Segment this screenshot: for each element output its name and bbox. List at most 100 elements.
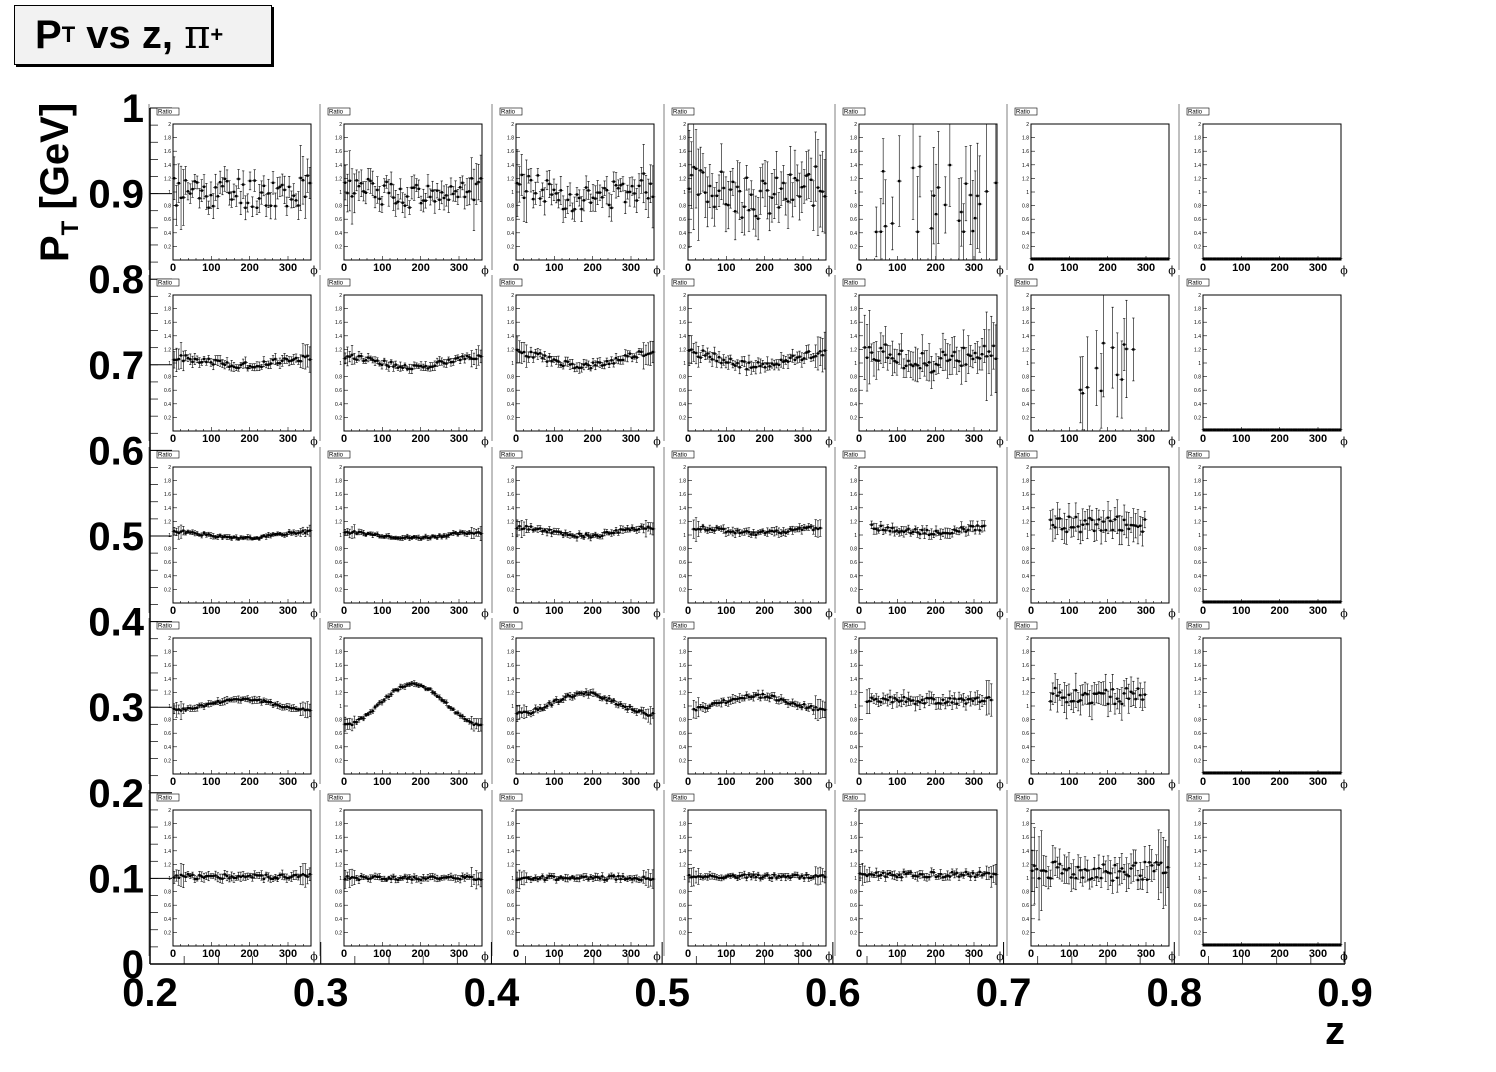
data-point [172,177,176,180]
subpanel-y-tick-label: 1.8 [164,307,171,313]
data-point [580,366,583,369]
data-point [343,181,347,184]
data-point [253,366,256,369]
data-point [538,352,542,355]
data-point [429,536,432,540]
data-point [724,203,728,206]
subpanel-y-tick-label: 1.6 [335,149,342,155]
data-point [624,200,627,204]
data-point [223,535,226,538]
data-point [775,362,778,365]
data-point [621,182,625,186]
subpanel-y-tick-label: 1.4 [850,334,857,340]
subpanel-frame [687,123,827,261]
data-point [939,357,942,360]
subpanel-y-tick-label: 1.4 [1022,163,1029,169]
data-point [591,196,595,200]
data-point [269,204,272,207]
subpanel-y-tick-label: 0.2 [507,415,514,421]
subpanel-y-tick-label: 0.8 [335,204,342,210]
data-point [285,358,289,361]
data-point [601,364,604,367]
data-point [205,533,208,537]
data-point [786,200,790,203]
data-point [807,172,810,176]
data-point [292,194,295,197]
data-point [458,358,462,362]
subpanel-x-axis-label: ϕ [1340,435,1348,448]
subpanel-y-tick-label: 2 [1198,293,1201,299]
data-point [468,531,471,534]
subpanel-x-tick-label: 0 [856,262,862,274]
data-point [633,192,636,195]
data-point [449,532,453,536]
subpanel-y-tick-label: 0.6 [850,217,857,223]
data-point [761,362,764,366]
data-point [515,181,519,185]
data-point [454,357,457,360]
data-point [911,364,915,368]
data-point [267,363,270,367]
subpanel-y-tick-label: 1.2 [335,347,342,353]
data-point [214,358,217,362]
data-point [362,531,365,535]
data-point [301,354,305,358]
subpanel-x-tick-label: 300 [279,605,297,617]
subpanel-y-tick-label: 0.8 [164,547,171,553]
data-point [438,359,441,363]
data-point [378,362,381,366]
data-point [532,356,535,359]
data-point [763,182,767,185]
data-point [607,362,611,366]
data-point [274,357,277,361]
subpanel-title-box [842,107,866,116]
data-point [461,181,464,185]
data-point [294,199,298,202]
subpanel-y-tick-label: 1.4 [679,163,686,169]
data-point [694,351,698,355]
subpanel-title: Ratio [844,110,859,116]
subpanel-y-tick-label: 0.8 [1022,204,1029,210]
data-point [868,345,871,349]
outer-x-tick-label: 0.6 [805,971,861,1015]
subpanel-y-tick-label: 1.6 [1194,149,1201,155]
data-point [637,184,641,188]
outer-y-tick-label: 0.4 [88,601,144,645]
data-point [564,207,567,210]
data-point [304,355,307,359]
data-point [930,227,933,230]
subpanel-x-tick-label: 200 [926,262,944,274]
data-point [278,185,282,188]
subpanel-y-tick-label: 1.8 [335,307,342,313]
data-point [235,536,238,539]
subpanel-y-tick-label: 0.8 [679,375,686,381]
data-point [692,351,695,354]
subpanel: Ratio 0.2 0.4 0.6 0.8 1 1.2 1.4 1.6 1.8 2 0 100 200 30… [491,104,661,277]
data-point [750,193,753,196]
data-point [389,360,393,364]
data-point [763,366,767,369]
data-point [454,531,457,535]
subpanel-y-tick-label: 1.2 [679,176,686,182]
subpanel: Ratio 0.2 0.4 0.6 0.8 1 1.2 1.4 1.6 1.8 2 0 100 200 30… [834,104,1004,277]
subpanel-x-tick-label: 0 [1028,262,1034,274]
data-point [946,359,949,363]
data-point [534,351,537,355]
data-point [598,535,602,538]
subpanel-y-tick-label: 0.2 [507,587,514,593]
data-point [973,351,977,355]
data-point [258,365,261,368]
subpanel-y-tick-label: 1.8 [507,479,514,485]
data-point [410,536,414,540]
data-point [589,367,592,370]
data-point [267,533,270,537]
data-point [694,167,698,170]
data-point [568,363,572,366]
subpanel: Ratio 0.2 0.4 0.6 0.8 1 1.2 1.4 1.6 1.8 2 0 100 200 30… [1006,275,1176,448]
data-point [346,191,349,195]
outer-y-tick-label: 0.7 [88,344,144,388]
subpanel-y-tick-label: 1.4 [679,334,686,340]
data-point [392,196,395,199]
subpanel-y-tick-label: 0.2 [1194,415,1201,421]
data-point [768,212,771,215]
